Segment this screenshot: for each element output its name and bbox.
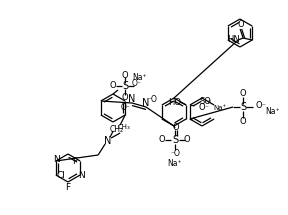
Text: O: O <box>122 71 128 80</box>
Text: CH₃: CH₃ <box>118 124 131 130</box>
Text: Na⁺: Na⁺ <box>168 158 182 167</box>
Text: O: O <box>173 123 179 132</box>
Text: HN: HN <box>227 34 240 43</box>
Text: O: O <box>238 20 245 29</box>
Text: F: F <box>65 183 71 192</box>
Text: Cl: Cl <box>56 170 65 180</box>
Text: S: S <box>122 81 128 91</box>
Text: O⁻: O⁻ <box>256 100 267 109</box>
Text: ⁻O: ⁻O <box>147 95 157 103</box>
Text: N: N <box>105 136 112 146</box>
Text: O: O <box>240 117 246 126</box>
Text: SO: SO <box>200 97 212 106</box>
Text: N: N <box>54 155 60 164</box>
Text: Na⁺: Na⁺ <box>133 72 147 81</box>
Text: ⁻O: ⁻O <box>170 149 180 158</box>
Text: O: O <box>110 80 116 89</box>
Text: O: O <box>159 135 165 144</box>
Text: S: S <box>240 102 246 112</box>
Text: O⁻: O⁻ <box>132 80 142 89</box>
Text: CH₂: CH₂ <box>110 126 124 135</box>
Text: N: N <box>142 98 150 108</box>
Text: N: N <box>128 94 136 104</box>
Text: F: F <box>73 157 78 166</box>
Text: ⁻: ⁻ <box>205 103 209 112</box>
Text: Na⁺: Na⁺ <box>265 108 280 117</box>
Text: O: O <box>184 135 190 144</box>
Text: O: O <box>199 103 206 112</box>
Text: O: O <box>122 92 128 101</box>
Text: HO: HO <box>169 97 182 106</box>
Text: S: S <box>172 135 178 145</box>
Text: ₂: ₂ <box>208 98 211 104</box>
Text: Na⁺: Na⁺ <box>213 105 226 111</box>
Text: N: N <box>78 172 84 181</box>
Text: O⁻: O⁻ <box>121 103 131 112</box>
Text: O: O <box>240 89 246 98</box>
